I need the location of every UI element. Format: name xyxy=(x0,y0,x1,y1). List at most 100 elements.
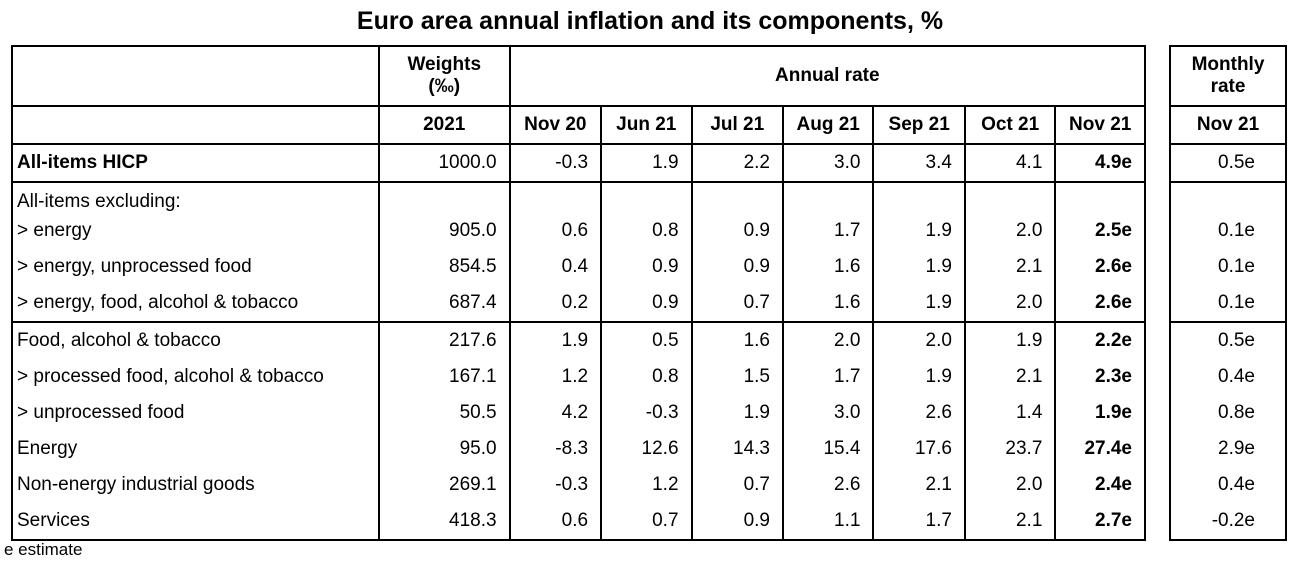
annual-rate-cell: 1.9 xyxy=(873,213,966,249)
annual-rate-cell: 0.9 xyxy=(691,249,784,285)
annual-rate-cell: 2.6e xyxy=(1095,292,1132,313)
row-label: Energy xyxy=(12,431,380,467)
footnote: e estimate xyxy=(4,540,83,559)
annual-rate-cell: 1.6 xyxy=(782,285,875,322)
annual-rate-cell: 2.0 xyxy=(964,213,1057,249)
label-header-cell xyxy=(12,46,380,106)
row-label: > processed food, alcohol & tobacco xyxy=(12,359,380,395)
weights-header: Weights (‰) xyxy=(378,46,511,106)
annual-rate-cell: 2.0 xyxy=(964,467,1057,503)
annual-rate-cell: 1.7 xyxy=(782,213,875,249)
monthly-header-line2: rate xyxy=(1210,76,1246,97)
annual-rate-cell: 2.0 xyxy=(964,285,1057,322)
monthly-rate-cell: -0.2e xyxy=(1211,510,1255,531)
monthly-row: 2.9e xyxy=(1170,431,1286,467)
annual-rate-cell: 2.5e xyxy=(1095,220,1132,241)
annual-rate-cell: 15.4 xyxy=(782,431,875,467)
row-label: Food, alcohol & tobacco xyxy=(12,322,380,359)
annual-rate-cell: 0.7 xyxy=(691,285,784,322)
annual-rate-cell: 0.8 xyxy=(601,213,693,249)
weights-year-header: 2021 xyxy=(378,106,511,144)
annual-rate-cell: 1.9 xyxy=(509,322,603,359)
annual-rate-cell: 2.1 xyxy=(873,467,966,503)
annual-rate-cell: 2.1 xyxy=(964,359,1057,395)
table-row: > energy, food, alcohol & tobacco 687.4 0.… xyxy=(12,285,1145,322)
weights-header-line1: Weights xyxy=(407,54,482,75)
annual-rate-cell: 0.6 xyxy=(509,213,603,249)
annual-rate-cell: 0.7 xyxy=(601,503,693,540)
annual-rate-cell: 4.2 xyxy=(509,395,603,431)
annual-rate-cell: 2.0 xyxy=(782,322,875,359)
weight-cell: 1000.0 xyxy=(378,144,511,182)
annual-rate-header: Annual rate xyxy=(775,65,880,86)
monthly-rate-cell: 0.1e xyxy=(1218,220,1255,241)
annual-rate-cell: 1.9 xyxy=(873,359,966,395)
annual-rate-cell: 2.2 xyxy=(691,144,784,182)
annual-rate-cell: 1.6 xyxy=(782,249,875,285)
annual-rate-cell: 0.5 xyxy=(601,322,693,359)
table-row: > energy 905.0 0.6 0.8 0.9 1.7 1.9 2.0 2.5e xyxy=(12,213,1145,249)
month-header: Sep 21 xyxy=(873,106,966,144)
monthly-rate-cell: 0.4e xyxy=(1218,366,1255,387)
annual-rate-cell: -0.3 xyxy=(601,395,693,431)
monthly-rate-cell: 0.5e xyxy=(1218,330,1255,351)
row-label: All-items HICP xyxy=(12,144,380,182)
annual-rate-cell: 2.2e xyxy=(1095,330,1132,351)
annual-rate-cell: 2.4e xyxy=(1095,474,1132,495)
annual-rate-cell: 1.9 xyxy=(691,395,784,431)
annual-rate-cell: 0.9 xyxy=(691,213,784,249)
month-header: Jul 21 xyxy=(691,106,784,144)
annual-rate-cell: 1.7 xyxy=(782,359,875,395)
monthly-rate-cell: 0.5e xyxy=(1218,152,1255,173)
row-label: > energy xyxy=(12,213,380,249)
annual-rate-cell: 2.6 xyxy=(782,467,875,503)
month-header: Nov 20 xyxy=(509,106,603,144)
excluding-label: All-items excluding: xyxy=(12,182,380,213)
table-row: All-items HICP 1000.0 -0.3 1.9 2.2 3.0 3.4 4.1 4… xyxy=(12,144,1145,182)
table-row: > unprocessed food 50.5 4.2 -0.3 1.9 3.0 2.6 1.… xyxy=(12,395,1145,431)
annual-rate-cell: 1.6 xyxy=(691,322,784,359)
annual-rate-cell: 2.6e xyxy=(1095,256,1132,277)
annual-rate-cell: 1.5 xyxy=(691,359,784,395)
weight-cell: 905.0 xyxy=(378,213,511,249)
annual-rate-cell: 1.1 xyxy=(782,503,875,540)
monthly-row: 0.8e xyxy=(1170,395,1286,431)
annual-rate-cell: 1.9 xyxy=(601,144,693,182)
monthly-rate-cell: 0.1e xyxy=(1218,256,1255,277)
monthly-row: 0.1e xyxy=(1170,249,1286,285)
annual-rate-cell: 1.9 xyxy=(873,285,966,322)
annual-rate-cell: 27.4e xyxy=(1084,438,1132,459)
month-header: Jun 21 xyxy=(601,106,693,144)
monthly-rate-cell: 0.8e xyxy=(1218,402,1255,423)
table-row: Non-energy industrial goods 269.1 -0.3 1.2 0… xyxy=(12,467,1145,503)
monthly-row: -0.2e xyxy=(1170,503,1286,540)
weight-cell: 95.0 xyxy=(378,431,511,467)
monthly-row: 0.5e xyxy=(1170,322,1286,359)
annual-rate-cell: 23.7 xyxy=(964,431,1057,467)
annual-rate-cell: 17.6 xyxy=(873,431,966,467)
monthly-rate-header: Monthly rate xyxy=(1170,46,1286,106)
table-title: Euro area annual inflation and its compo… xyxy=(356,7,944,35)
table-row: Services 418.3 0.6 0.7 0.9 1.1 1.7 2.1 2.7e xyxy=(12,503,1145,540)
monthly-row: 0.1e xyxy=(1170,285,1286,322)
annual-rate-cell: 14.3 xyxy=(691,431,784,467)
annual-rate-cell: 4.1 xyxy=(964,144,1057,182)
annual-rate-cell: 1.9e xyxy=(1095,402,1132,423)
row-label: Services xyxy=(12,503,380,540)
row-label: > unprocessed food xyxy=(12,395,380,431)
annual-rate-cell: 3.0 xyxy=(782,144,875,182)
weights-header-line2: (‰) xyxy=(428,76,461,97)
monthly-row: 0.4e xyxy=(1170,359,1286,395)
weight-cell: 167.1 xyxy=(378,359,511,395)
monthly-row: 0.5e xyxy=(1170,144,1286,182)
row-label: Non-energy industrial goods xyxy=(12,467,380,503)
annual-rate-cell: 2.7e xyxy=(1095,510,1132,531)
annual-rate-cell: 2.6 xyxy=(873,395,966,431)
annual-inflation-table: Weights (‰) Annual rate 2021 Nov 20 Jun 2… xyxy=(11,45,1146,541)
weight-cell: 269.1 xyxy=(378,467,511,503)
table-row: > energy, unprocessed food 854.5 0.4 0.9 0.9… xyxy=(12,249,1145,285)
annual-rate-cell: 12.6 xyxy=(601,431,693,467)
annual-rate-cell: 1.2 xyxy=(509,359,603,395)
annual-rate-cell: 3.0 xyxy=(782,395,875,431)
annual-rate-cell: -0.3 xyxy=(509,467,603,503)
